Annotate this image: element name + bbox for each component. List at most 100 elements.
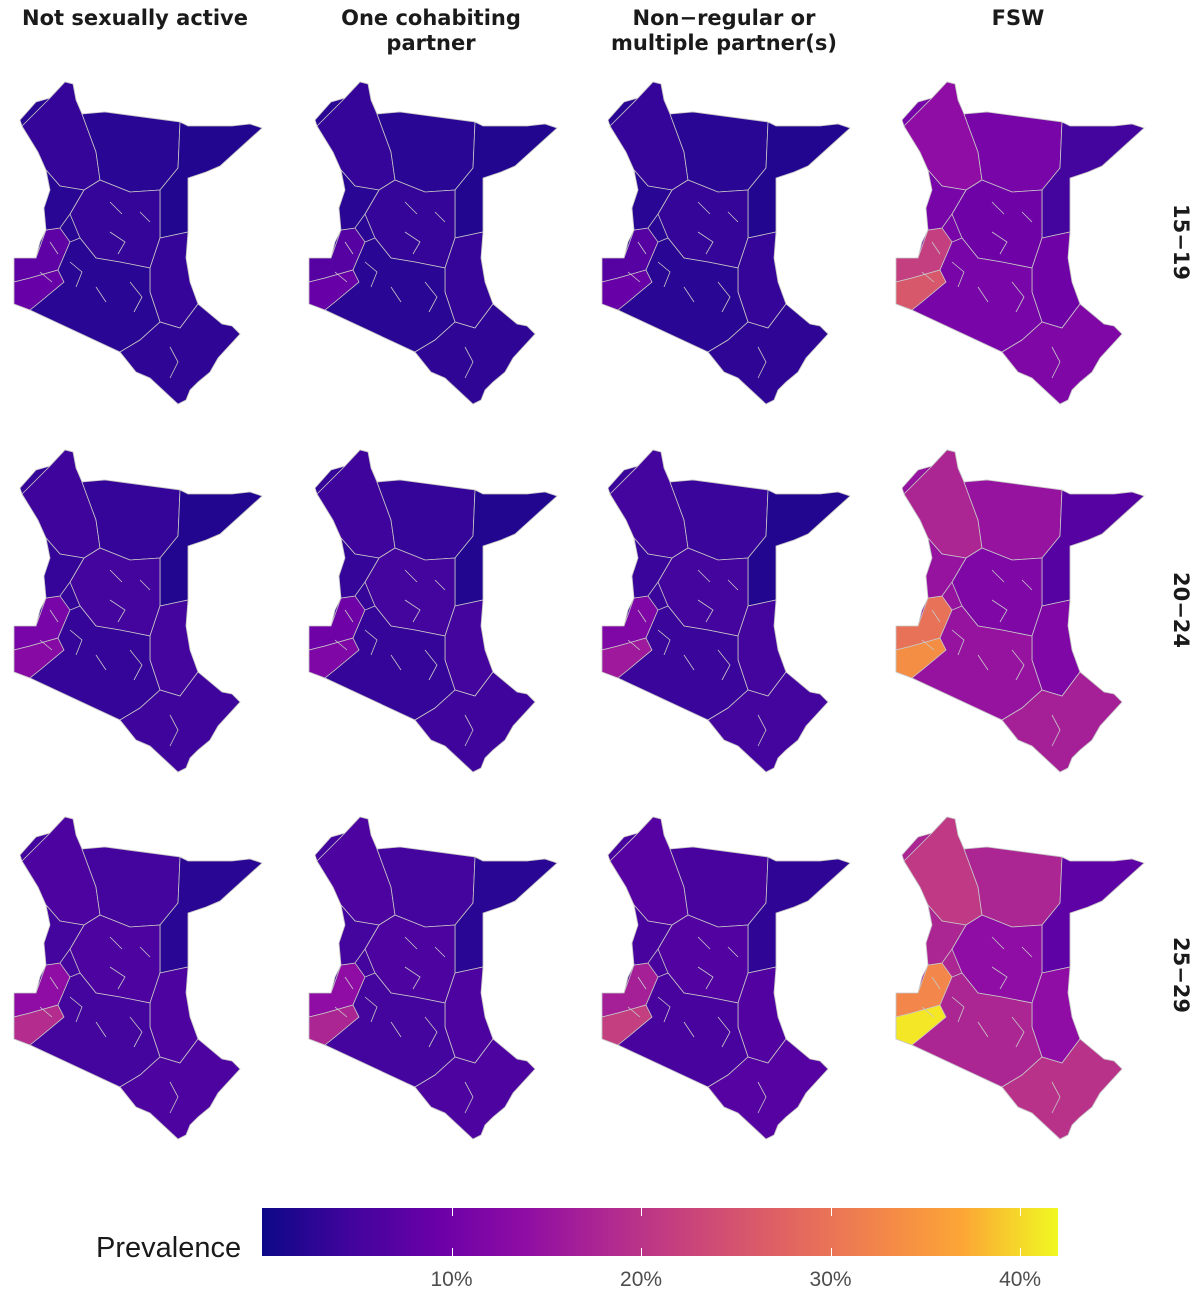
county-border: [1011, 649, 1025, 681]
county-region-base: [617, 237, 749, 353]
map-panel-r2-c1: [13, 449, 263, 773]
map-panel-r3-c1: [13, 816, 263, 1140]
county-border: [921, 271, 935, 283]
county-border: [683, 286, 695, 303]
county-border: [1021, 211, 1033, 223]
county-region-coast: [1001, 1038, 1123, 1140]
county-border: [717, 1016, 731, 1048]
county-border: [109, 201, 123, 215]
county-border: [39, 639, 53, 651]
panel-title-non-regular-partners: Non−regular or multiple partner(s): [611, 6, 837, 55]
county-border: [921, 1006, 935, 1018]
county-border: [464, 714, 474, 747]
panel-title-not-sexually-active: Not sexually active: [22, 6, 248, 30]
county-border: [434, 946, 446, 958]
map-panels: [13, 81, 1145, 1140]
county-region-coast: [119, 303, 241, 405]
county-border: [931, 976, 941, 990]
county-border: [344, 609, 354, 623]
map-panel-r3-c2: [308, 816, 558, 1140]
county-border: [1051, 714, 1061, 747]
county-border: [404, 936, 418, 950]
county-border: [697, 201, 711, 215]
county-border: [1011, 1016, 1025, 1048]
county-border: [1021, 579, 1033, 591]
county-region-base: [911, 972, 1043, 1088]
county-region-northwest: [21, 816, 101, 926]
map-panel-r2-c2: [308, 449, 558, 773]
county-region-coast: [414, 1038, 536, 1140]
county-border: [364, 996, 378, 1023]
county-region-northwest: [903, 449, 983, 559]
county-border: [1011, 281, 1025, 313]
county-border: [683, 654, 695, 671]
county-border: [39, 1006, 53, 1018]
colorbar-tick: [451, 1248, 453, 1256]
county-border: [424, 649, 438, 681]
county-border: [169, 714, 179, 747]
county-region-base: [43, 903, 85, 966]
county-border: [757, 714, 767, 747]
county-border: [637, 609, 647, 623]
county-border: [69, 261, 83, 288]
county-region-coast: [1001, 303, 1123, 405]
county-region-northwest: [316, 81, 396, 191]
county-border: [727, 211, 739, 223]
county-region-northwest: [21, 449, 101, 559]
county-border: [129, 281, 143, 313]
county-border: [404, 231, 421, 255]
panel-title-fsw: FSW: [991, 6, 1045, 30]
county-region-northwest: [316, 816, 396, 926]
county-border: [109, 599, 126, 623]
county-border: [697, 569, 711, 583]
county-border: [109, 966, 126, 990]
county-border: [49, 609, 59, 623]
county-border: [717, 649, 731, 681]
county-border: [49, 241, 59, 255]
county-border: [921, 639, 935, 651]
county-border: [637, 976, 647, 990]
county-border: [344, 976, 354, 990]
colorbar-tick: [830, 1208, 832, 1216]
county-region-base: [925, 168, 967, 231]
county-region-coast: [414, 303, 536, 405]
colorbar-tick: [1020, 1248, 1022, 1256]
county-region-northwest: [21, 81, 101, 191]
county-region-base: [911, 237, 1043, 353]
county-border: [627, 639, 641, 651]
county-border: [390, 286, 402, 303]
legend-title: Prevalence: [96, 1232, 242, 1264]
county-region-coast: [119, 671, 241, 773]
county-region-base: [911, 605, 1043, 721]
county-region-base: [43, 168, 85, 231]
county-region-coast: [707, 1038, 829, 1140]
map-panel-r2-c3: [601, 449, 851, 773]
county-border: [49, 976, 59, 990]
county-region-coast: [414, 671, 536, 773]
county-region-northwest: [609, 81, 689, 191]
county-region-coast: [119, 1038, 241, 1140]
county-region-northwest: [609, 449, 689, 559]
county-border: [627, 271, 641, 283]
county-border: [697, 966, 714, 990]
county-border: [697, 936, 711, 950]
county-border: [464, 1081, 474, 1114]
county-border: [931, 609, 941, 623]
county-border: [404, 599, 421, 623]
county-border: [364, 629, 378, 656]
county-border: [344, 241, 354, 255]
county-border: [404, 201, 418, 215]
county-border: [991, 966, 1008, 990]
county-border: [657, 629, 671, 656]
county-region-northwest: [903, 816, 983, 926]
county-region-base: [338, 168, 380, 231]
county-region-base: [617, 972, 749, 1088]
county-border: [977, 654, 989, 671]
county-border: [991, 936, 1005, 950]
county-region-base: [631, 168, 673, 231]
county-border: [139, 211, 151, 223]
county-border: [657, 261, 671, 288]
county-region-coast: [707, 671, 829, 773]
county-border: [139, 579, 151, 591]
